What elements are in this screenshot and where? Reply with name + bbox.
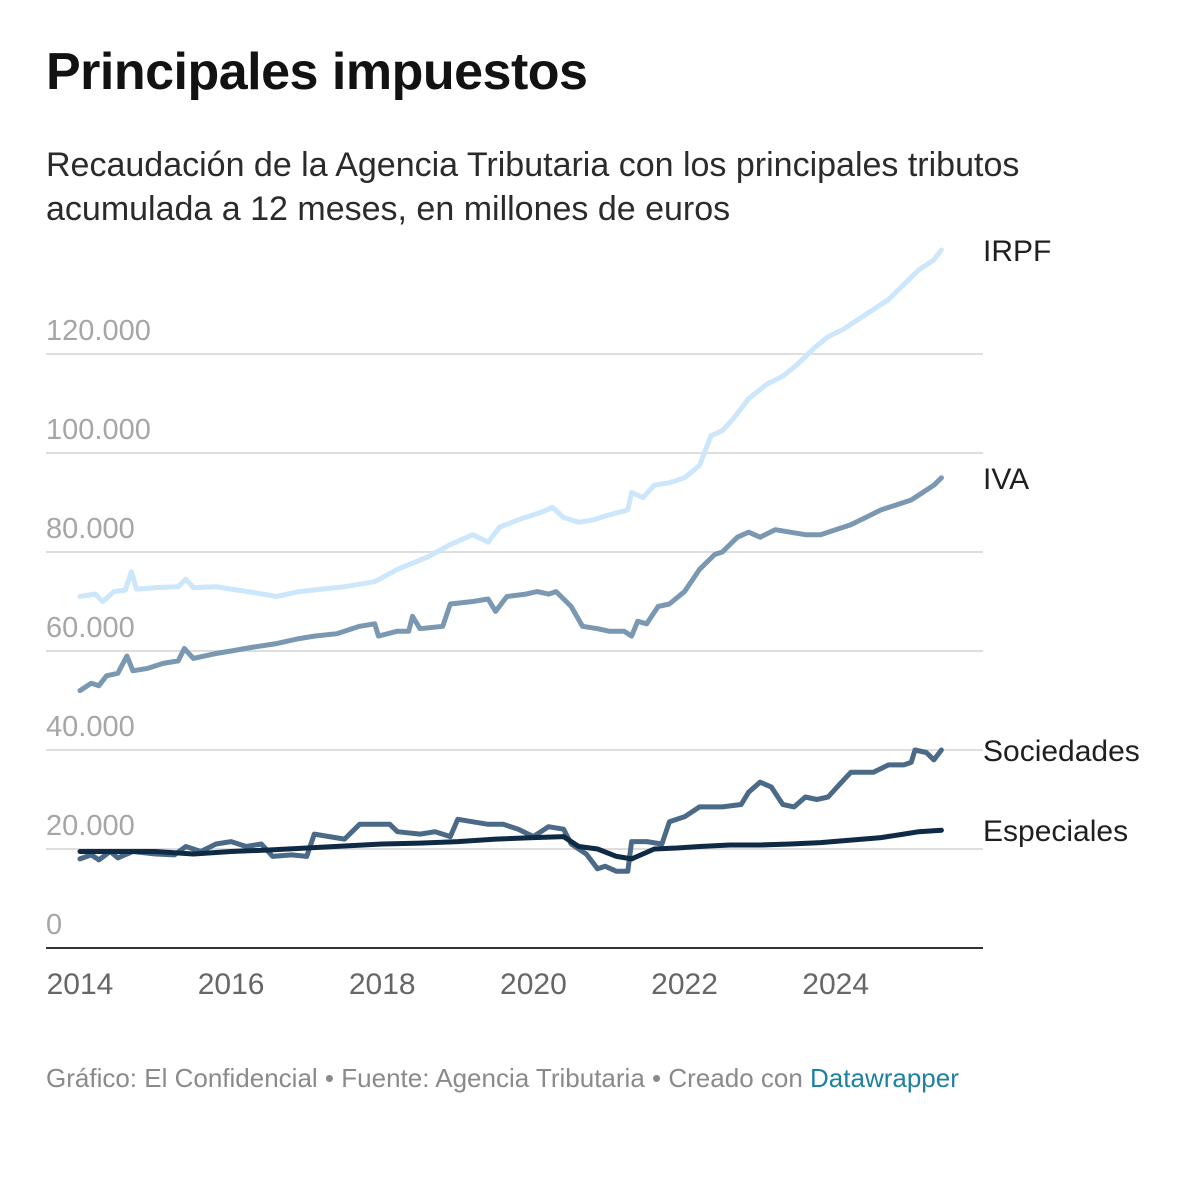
series-line-iva xyxy=(77,475,944,694)
chart-subtitle: Recaudación de la Agencia Tributaria con… xyxy=(46,146,1020,228)
x-tick-label-2024: 2024 xyxy=(802,968,869,1001)
x-tick-label-2014: 2014 xyxy=(47,968,114,1001)
x-axis-labels: 2014 2016 2018 2020 2022 2024 xyxy=(47,968,869,1001)
footer-source: Fuente: Agencia Tributaria xyxy=(341,1063,645,1093)
y-tick-label-120-000: 120.000 xyxy=(46,315,151,347)
series-line-irpf xyxy=(77,247,944,604)
y-tick-label-60-000: 60.000 xyxy=(46,612,135,644)
datawrapper-link[interactable]: Datawrapper xyxy=(810,1063,959,1093)
footer: Gráfico: El Confidencial • Fuente: Agenc… xyxy=(46,1063,959,1094)
series-end-labels: IRPF IVA Sociedades Especiales xyxy=(983,235,1140,848)
y-tick-label-40-000: 40.000 xyxy=(46,711,135,743)
y-axis-labels: 0 20.000 40.000 60.000 80.000 100.000 120.000 xyxy=(46,315,151,941)
y-tick-label-0: 0 xyxy=(46,909,62,941)
y-tick-label-100-000: 100.000 xyxy=(46,414,151,446)
footer-created: Creado con xyxy=(668,1063,803,1093)
footer-separator-1: • xyxy=(324,1063,335,1093)
series-label-especiales: Especiales xyxy=(983,815,1128,848)
x-tick-label-2022: 2022 xyxy=(651,968,718,1001)
footer-separator-2: • xyxy=(652,1063,662,1093)
footer-credit: Gráfico: El Confidencial xyxy=(46,1063,318,1093)
series-label-sociedades: Sociedades xyxy=(983,735,1140,768)
y-tick-label-20-000: 20.000 xyxy=(46,810,135,842)
series-label-iva: IVA xyxy=(983,463,1029,496)
series-line-sociedades xyxy=(77,747,944,874)
chart-title: Principales impuestos xyxy=(46,43,588,101)
x-tick-label-2020: 2020 xyxy=(500,968,567,1001)
x-tick-label-2016: 2016 xyxy=(198,968,265,1001)
series-lines xyxy=(77,247,944,874)
series-line-especiales xyxy=(77,827,944,862)
gridlines xyxy=(46,353,983,850)
y-tick-label-80-000: 80.000 xyxy=(46,513,135,545)
x-tick-label-2018: 2018 xyxy=(349,968,416,1001)
series-label-irpf: IRPF xyxy=(983,235,1051,268)
